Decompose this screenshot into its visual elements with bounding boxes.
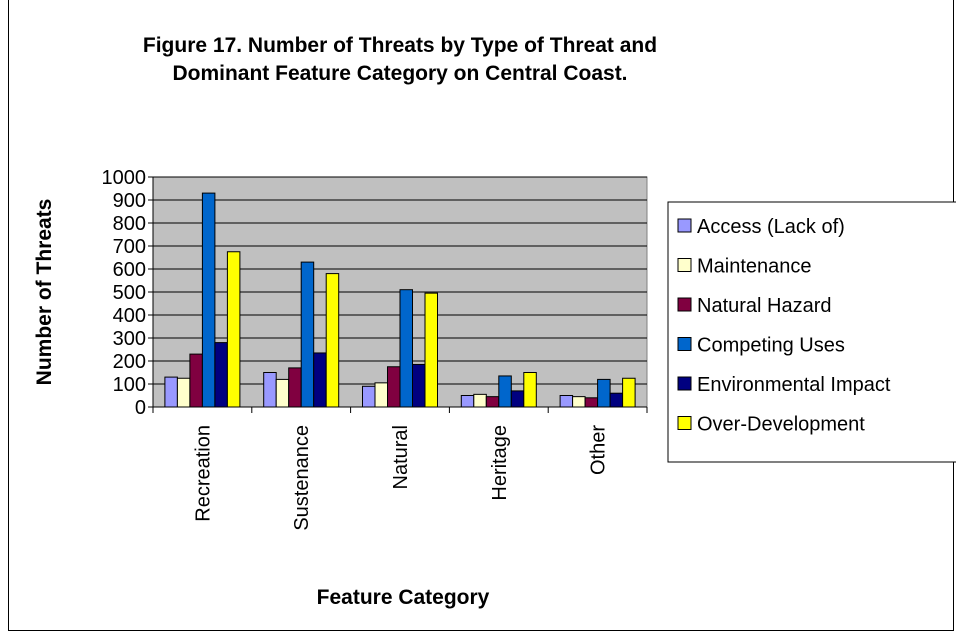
legend-label: Environmental Impact: [697, 374, 891, 396]
bar: [362, 385, 376, 408]
chart-title-line-1: Figure 17. Number of Threats by Type of …: [142, 34, 658, 57]
legend-swatch: [677, 416, 692, 430]
legend-label: Access (Lack of): [697, 216, 845, 238]
bar: [164, 376, 178, 408]
bar: [460, 395, 475, 408]
y-tick-label: 700: [113, 236, 146, 258]
bar: [609, 392, 624, 408]
bar: [300, 261, 315, 408]
bar: [473, 393, 487, 408]
bar: [189, 353, 203, 408]
bar: [176, 377, 191, 408]
bar: [498, 375, 512, 408]
bar: [201, 192, 216, 408]
y-tick-label: 600: [113, 259, 146, 281]
bar: [584, 397, 599, 408]
x-tick-label: Other: [588, 425, 610, 475]
x-tick-label: Recreation: [192, 425, 214, 522]
legend-label: Maintenance: [697, 256, 812, 278]
bar: [424, 292, 438, 408]
bar: [572, 396, 586, 408]
bar: [510, 390, 525, 408]
legend-swatch: [677, 218, 692, 233]
bar: [263, 372, 277, 408]
bar: [226, 251, 241, 408]
y-axis-title: Number of Threats: [33, 199, 56, 386]
bar: [622, 377, 636, 408]
bar: [523, 372, 537, 408]
legend-swatch: [677, 258, 692, 272]
legend-box: [667, 201, 956, 463]
chart-title-line-2: Dominant Feature Category on Central Coa…: [172, 62, 628, 85]
y-tick-label: 1000: [102, 167, 147, 189]
bar: [597, 378, 611, 408]
bar: [325, 273, 340, 408]
legend-label: Natural Hazard: [697, 295, 832, 317]
legend-label: Over-Development: [697, 414, 865, 436]
y-tick-label: 0: [135, 397, 146, 419]
x-tick-label: Heritage: [489, 425, 511, 501]
bar: [559, 395, 574, 408]
legend-swatch: [677, 297, 692, 312]
y-tick-label: 200: [113, 351, 146, 373]
bar: [313, 352, 327, 408]
x-axis-title: Feature Category: [317, 586, 490, 609]
bar: [214, 342, 228, 408]
bar: [288, 367, 302, 408]
bar: [387, 366, 401, 408]
y-tick-label: 900: [113, 190, 146, 212]
y-tick-label: 800: [113, 213, 146, 235]
y-tick-label: 300: [113, 328, 146, 350]
y-tick-label: 500: [113, 282, 146, 304]
bar: [275, 378, 290, 408]
legend-swatch: [677, 337, 692, 351]
bar: [485, 396, 500, 408]
bar: [374, 382, 388, 408]
y-tick-label: 400: [113, 305, 146, 327]
bar: [412, 363, 426, 408]
legend-label: Competing Uses: [697, 335, 845, 357]
legend-swatch: [677, 376, 692, 391]
bar: [399, 289, 413, 408]
x-tick-label: Sustenance: [291, 425, 313, 531]
x-tick-label: Natural: [390, 425, 412, 489]
y-tick-label: 100: [113, 374, 146, 396]
